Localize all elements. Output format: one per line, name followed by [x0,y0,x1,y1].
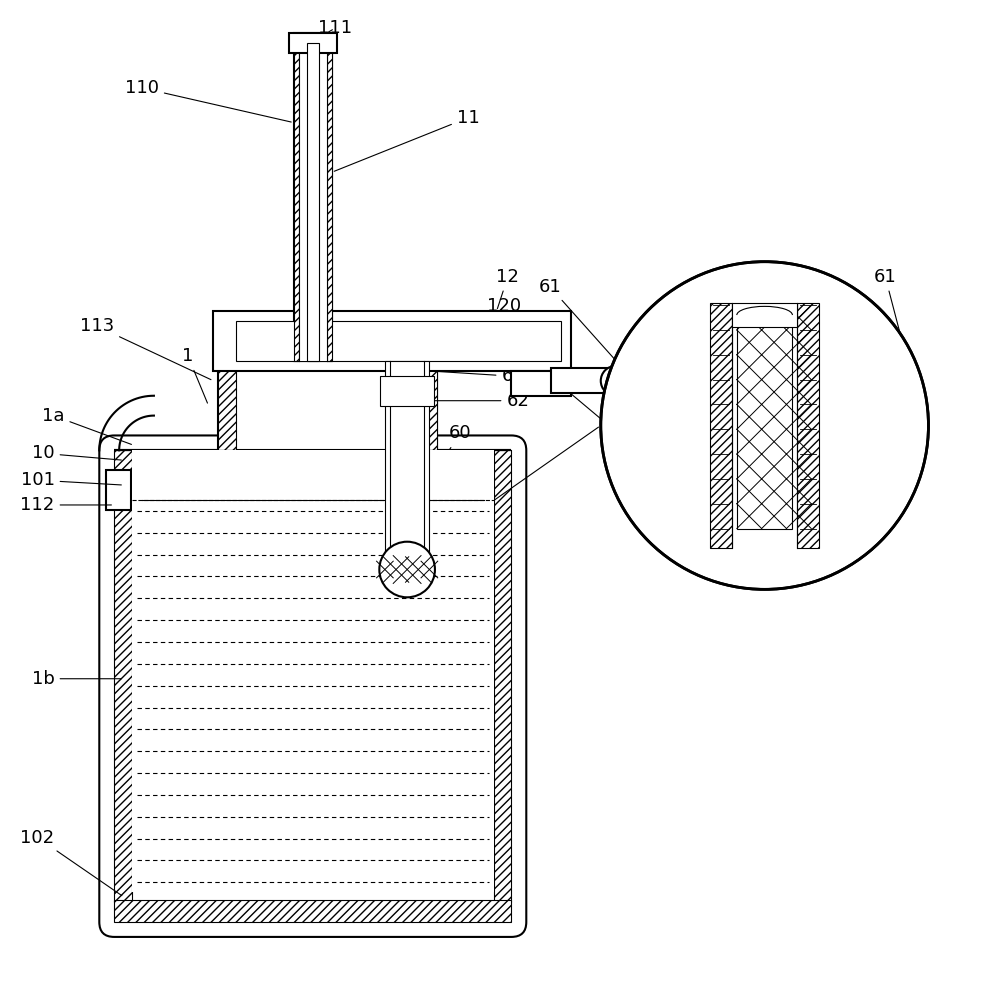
Polygon shape [218,361,437,450]
Polygon shape [294,33,299,361]
Polygon shape [797,303,819,548]
Text: 4: 4 [787,466,891,499]
Circle shape [379,542,435,597]
Text: 10: 10 [32,444,121,462]
Polygon shape [236,321,561,361]
Polygon shape [551,368,611,393]
Text: 00: 00 [449,484,472,502]
Text: 102: 102 [21,829,122,896]
Text: 6: 6 [432,367,512,385]
Polygon shape [289,33,337,53]
Polygon shape [327,33,332,361]
Polygon shape [385,361,429,560]
Text: 1b: 1b [32,670,121,688]
Polygon shape [307,43,319,361]
Polygon shape [294,33,332,361]
Polygon shape [419,361,437,450]
Polygon shape [106,470,131,510]
Polygon shape [380,376,434,406]
Text: 61: 61 [538,278,619,364]
Polygon shape [114,450,132,902]
FancyBboxPatch shape [99,435,526,937]
Polygon shape [114,900,511,922]
Text: 61: 61 [538,367,619,434]
Text: 0: 0 [380,739,463,757]
Bar [132,450,494,500]
Circle shape [601,262,928,589]
Text: 60: 60 [408,454,472,557]
Text: 61: 61 [874,268,908,363]
Polygon shape [732,303,797,327]
Polygon shape [213,311,571,371]
Bar [132,500,494,892]
Text: 61: 61 [874,397,908,463]
Text: 113: 113 [80,317,211,380]
Text: 101: 101 [21,471,121,489]
Text: 112: 112 [21,496,111,514]
Text: 111: 111 [318,19,352,37]
Polygon shape [511,371,571,396]
Circle shape [601,366,631,396]
Polygon shape [710,303,732,548]
Polygon shape [494,450,511,902]
Text: 60: 60 [431,424,472,478]
Polygon shape [218,361,236,450]
Text: 12: 12 [496,268,519,309]
Text: 110: 110 [125,79,291,122]
Text: 62: 62 [432,392,529,410]
Polygon shape [299,33,327,361]
Text: 11: 11 [335,109,480,171]
Text: 121: 121 [516,327,569,379]
Text: 1: 1 [183,347,208,403]
Text: 120: 120 [487,297,530,368]
Bar [737,323,792,529]
Text: 1a: 1a [42,407,131,444]
